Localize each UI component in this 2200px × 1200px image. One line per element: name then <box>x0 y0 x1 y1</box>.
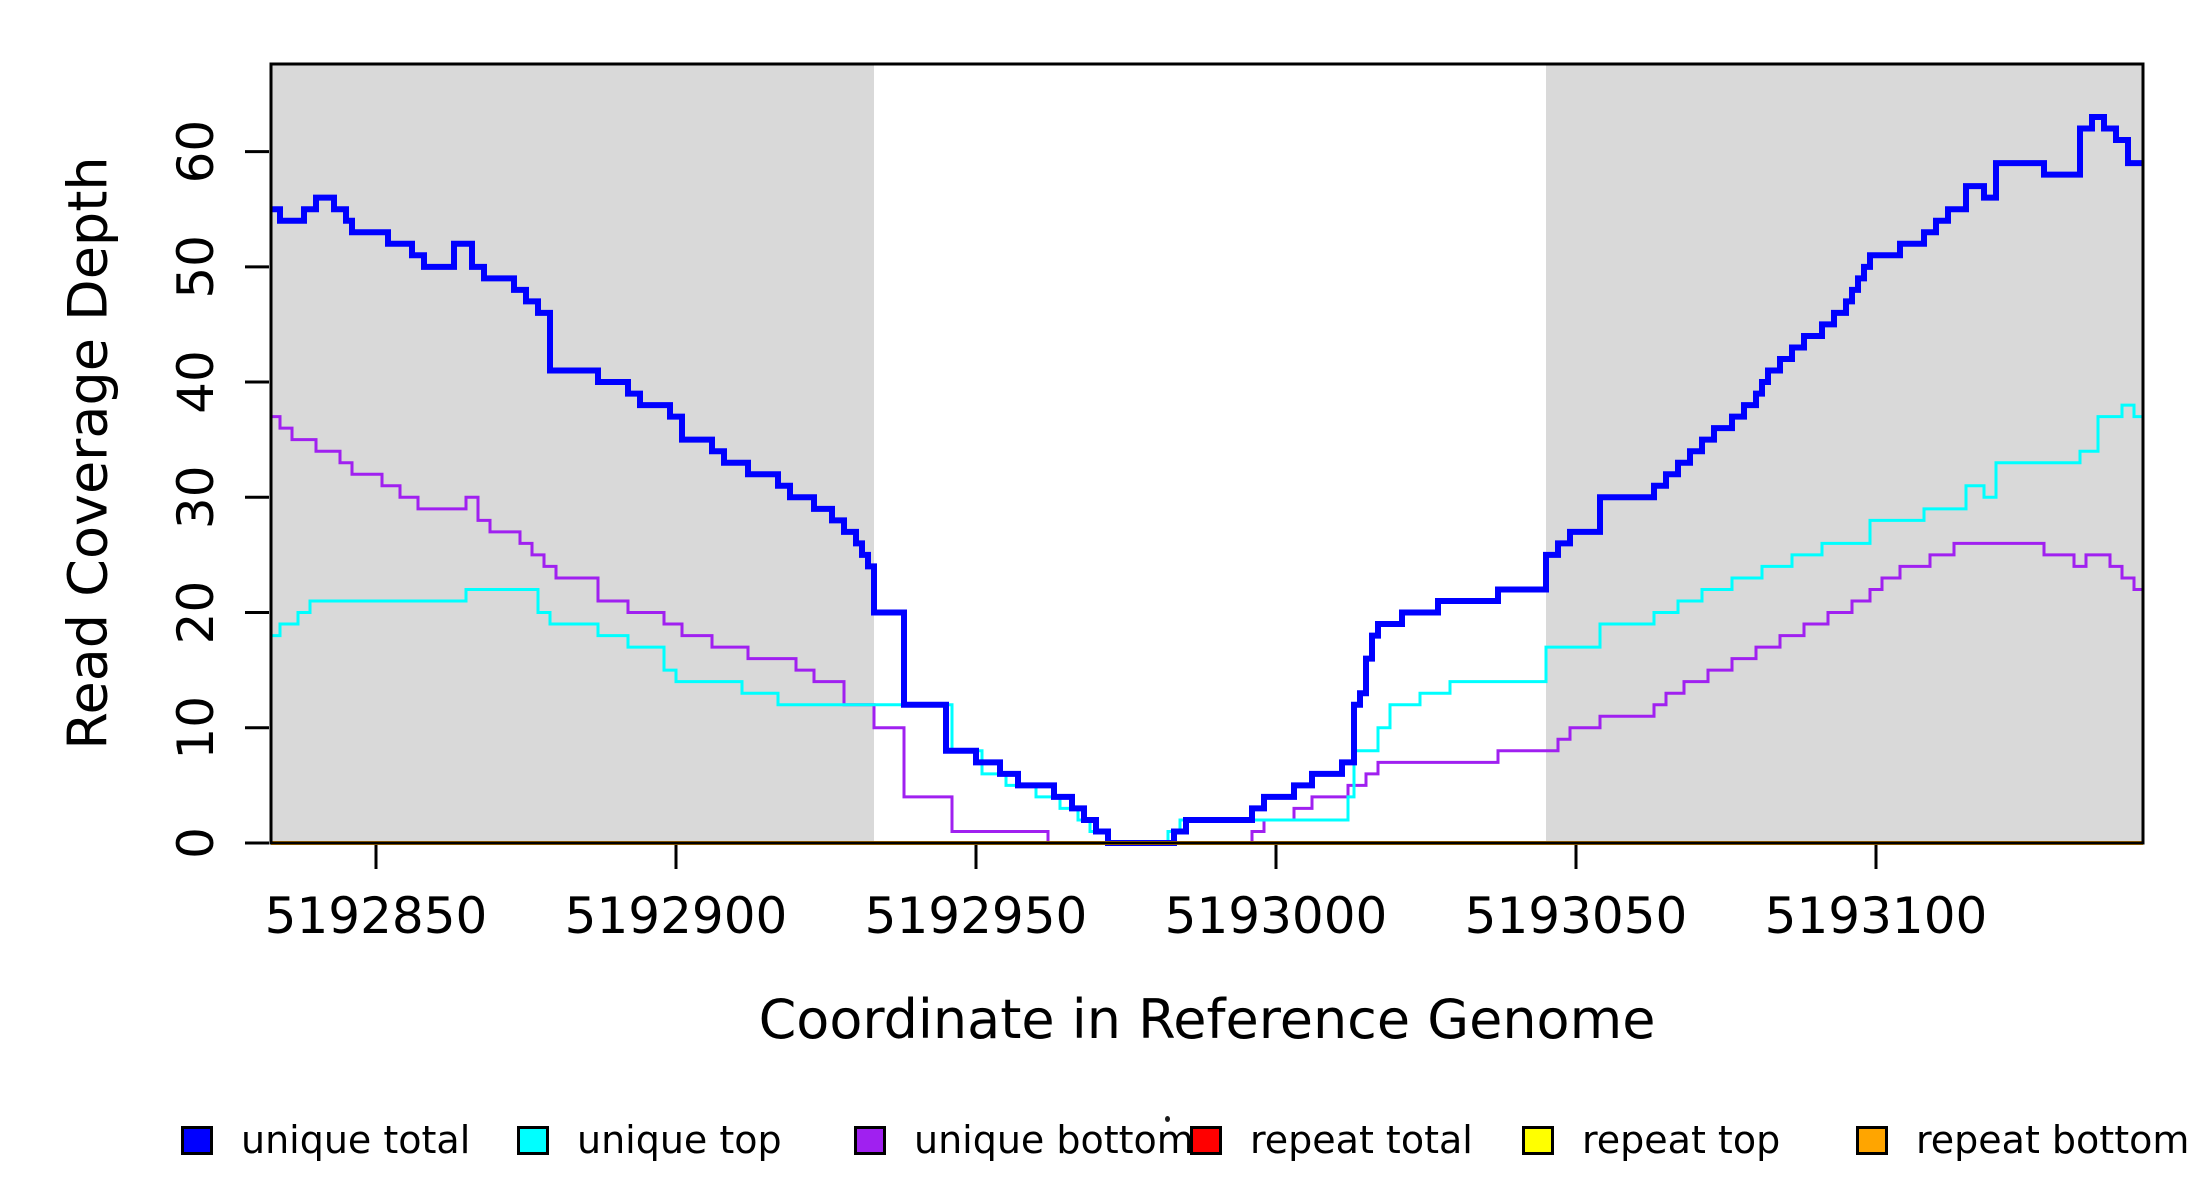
plot-border-box <box>269 62 2145 845</box>
x-tick-label: 5193100 <box>1765 887 1988 945</box>
y-tick-label: 40 <box>167 350 225 414</box>
series-line-unique-total <box>271 114 2143 846</box>
x-tick-label: 5193000 <box>1165 887 1388 945</box>
series-line-unique-top <box>271 403 2143 845</box>
y-tick-label: 10 <box>167 696 225 760</box>
stray-dot-artifact <box>1165 1116 1170 1122</box>
y-tick-label: 0 <box>167 827 225 859</box>
y-tick-label: 20 <box>167 581 225 645</box>
y-axis-title: Read Coverage Depth <box>56 156 120 750</box>
y-tick-label: 50 <box>167 235 225 299</box>
y-tick-label: 30 <box>167 465 225 529</box>
shaded-regions-layer <box>271 65 2143 842</box>
x-tick-label: 5192850 <box>265 887 488 945</box>
x-axis-title: Coordinate in Reference Genome <box>758 988 1656 1051</box>
y-tick-label: 60 <box>167 120 225 184</box>
shaded-region <box>1546 65 2143 842</box>
axis-tick-labels-layer: 5192850 5192900 5192950 5193000 5193050 51931… <box>167 120 1987 945</box>
x-tick-label: 5192950 <box>865 887 1088 945</box>
shaded-region <box>271 65 874 842</box>
x-tick-label: 5192900 <box>565 887 788 945</box>
axis-ticks-layer <box>245 150 1878 869</box>
x-tick-label: 5193050 <box>1465 887 1688 945</box>
